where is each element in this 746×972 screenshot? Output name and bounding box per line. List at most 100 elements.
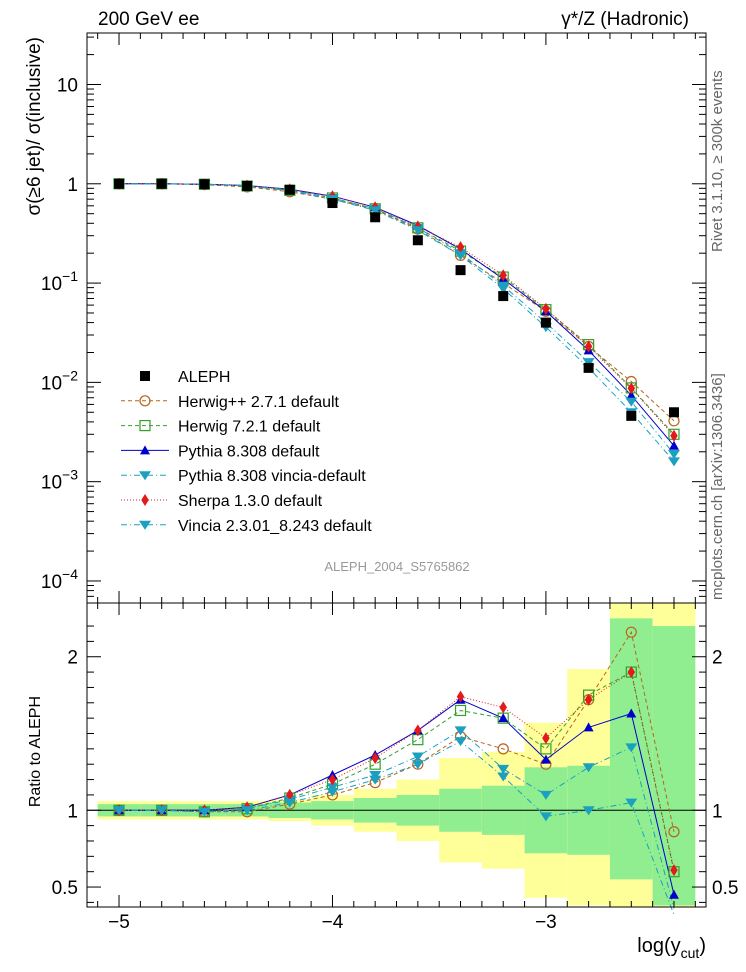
main-series-line-6: [119, 183, 675, 462]
legend-marker-aleph: [140, 371, 150, 381]
main-series-1-point: [668, 415, 680, 427]
main-series-6-point: [369, 206, 382, 216]
ratio-series-6-point: [369, 775, 382, 785]
top-right-title: γ*/Z (Hadronic): [561, 9, 689, 30]
legend-entry-5: Sherpa 1.3.0 default: [121, 493, 323, 510]
ratio-series-4-point: [625, 743, 638, 753]
rivet-version-label: Rivet 3.1.10, ≥ 300k events: [709, 70, 726, 252]
main-panel: 10−4 10−3 10−2 10−1 1 10 σ(≥6 jet)/ σ(inclusi…: [24, 32, 707, 604]
ratio-series-3-point: [668, 889, 679, 899]
main-series-4-point: [667, 449, 680, 459]
main-series-5-point: [670, 429, 678, 442]
legend-label: Pythia 8.308 default: [178, 443, 320, 460]
main-series-3-point: [626, 390, 637, 400]
ratio-series-4-point: [582, 763, 595, 773]
ratio-series-6-point: [198, 807, 211, 817]
aleph-data-point: [156, 178, 167, 189]
ratio-series-5-point: [627, 666, 636, 679]
ratio-y-tick-label-right: 1: [712, 801, 723, 822]
main-series-6-point: [411, 226, 424, 236]
aleph-data-point: [199, 179, 210, 190]
top-left-title: 200 GeV ee: [98, 9, 199, 30]
aleph-data-point: [370, 212, 381, 223]
ratio-series-6-point: [625, 798, 638, 808]
ratio-series-3-point: [540, 754, 551, 764]
ratio-series-1-point: [668, 826, 680, 838]
ratio-series-5-point: [286, 788, 294, 801]
ratio-series-1-point: [497, 743, 509, 755]
mcplots-label: mcplots.cern.ch [arXiv:1306.3436]: [709, 373, 726, 600]
ratio-y-tick-label-right: 0.5: [712, 878, 738, 899]
legend-entry-6: Vincia 2.3.01_8.243 default: [121, 518, 372, 535]
ratio-series-6-point: [454, 737, 467, 747]
aleph-data-point: [498, 291, 509, 302]
main-series-5-point: [542, 302, 550, 315]
ratio-band-stat: [652, 626, 696, 906]
ratio-series-5-point: [542, 732, 550, 745]
main-series-4-point: [625, 397, 638, 407]
legend-marker: [139, 471, 151, 481]
ratio-y-tick-label-right: 2: [712, 648, 723, 669]
aleph-data-point: [583, 362, 594, 373]
x-tick-label: −5: [108, 912, 130, 933]
ratio-series-5-point: [670, 864, 678, 877]
ratio-series-3-point: [498, 713, 509, 723]
legend-label: Pythia 8.308 vincia-default: [178, 468, 366, 485]
legend: ALEPH Herwig++ 2.7.1 default Herwig 7.2.1 …: [121, 369, 372, 535]
ratio-series-6-point: [582, 806, 595, 816]
legend-marker: [139, 395, 151, 407]
main-series-5-point: [627, 382, 636, 395]
main-series-6-point: [667, 457, 680, 467]
main-series-5-point: [456, 241, 465, 254]
aleph-data-point: [668, 407, 679, 418]
ratio-series-4-point: [369, 770, 382, 780]
legend-entry-2: Herwig 7.2.1 default: [121, 419, 321, 436]
ratio-series-line-5: [119, 671, 675, 871]
main-series-4-point: [582, 358, 595, 368]
ratio-series-4-point: [454, 726, 467, 736]
legend-label: Herwig 7.2.1 default: [178, 419, 321, 436]
main-y-tick-label: 1: [67, 175, 78, 196]
legend-label: Vincia 2.3.01_8.243 default: [178, 518, 372, 535]
aleph-data-point: [412, 235, 423, 246]
ratio-series-6-point: [241, 806, 254, 816]
main-series-line-1: [119, 183, 675, 422]
aleph-data-point: [327, 198, 338, 209]
legend-marker: [139, 420, 151, 432]
main-y-tick-label: 10−1: [41, 268, 78, 295]
main-series-line-4: [119, 183, 675, 455]
legend-label: Herwig++ 2.7.1 default: [178, 394, 340, 411]
ratio-series-4-point: [539, 790, 552, 800]
ratio-series-6-point: [283, 798, 296, 808]
ratio-series-line-3: [119, 699, 675, 895]
ratio-series-4-point: [497, 764, 510, 774]
ratio-series-6-point: [539, 812, 552, 822]
main-y-tick-label: 10−4: [41, 566, 78, 593]
main-series-6-point: [454, 251, 467, 261]
analysis-id-label: ALEPH_2004_S5765862: [324, 559, 469, 574]
ratio-series-3-point: [626, 708, 637, 718]
x-axis-label: log(ycut): [637, 935, 706, 961]
ratio-series-6-point: [326, 787, 339, 797]
ratio-series-5-point: [584, 693, 593, 706]
main-y-axis-label: σ(≥6 jet)/ σ(inclusive): [24, 37, 45, 216]
aleph-data-point: [455, 265, 466, 276]
main-series-5-point: [499, 269, 507, 282]
aleph-data-point: [242, 180, 253, 191]
ratio-series-6-point: [113, 806, 126, 816]
legend-entry-1: Herwig++ 2.7.1 default: [121, 394, 340, 411]
main-series-6-point: [497, 284, 510, 294]
ratio-series-6-point: [497, 772, 510, 782]
main-series-5-point: [584, 340, 593, 353]
ratio-y-tick-label-left: 0.5: [52, 878, 78, 899]
aleph-data-point: [540, 317, 551, 328]
ratio-y-tick-label-left: 2: [67, 648, 78, 669]
legend-entry-aleph: ALEPH: [140, 369, 230, 386]
ratio-panel: −5 −4 −3 0.5 0.5 1 1 2 2 Ratio to ALEPH log(ycu…: [27, 602, 738, 961]
main-series-3-point: [668, 440, 679, 450]
aleph-data-point: [114, 178, 125, 189]
main-y-tick-label: 10: [57, 75, 78, 96]
ratio-series-5-point: [456, 690, 465, 703]
ratio-series-3-point: [583, 722, 594, 732]
